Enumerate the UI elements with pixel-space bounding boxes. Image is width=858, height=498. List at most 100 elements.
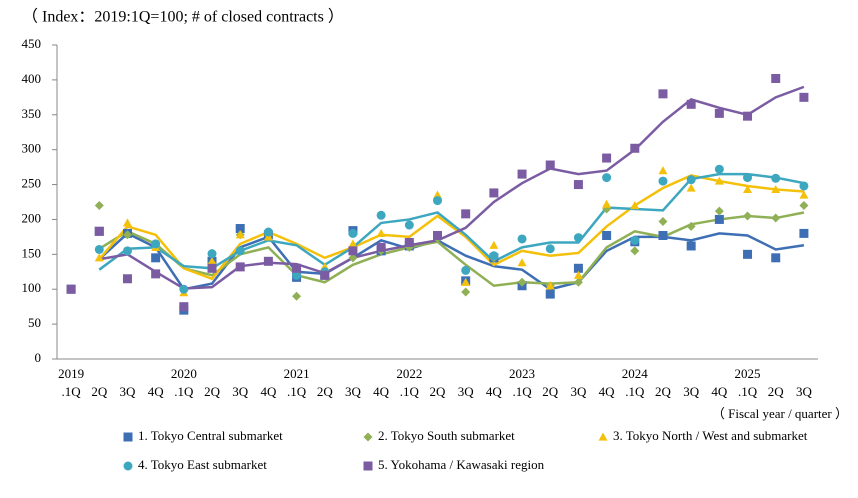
marker	[602, 199, 612, 208]
marker	[461, 265, 471, 275]
y-tick-label: 350	[22, 106, 42, 121]
marker	[461, 287, 471, 297]
marker	[545, 160, 555, 170]
x-tick-label: .1Q	[287, 384, 307, 399]
marker	[517, 258, 527, 267]
marker	[714, 108, 724, 118]
marker	[292, 263, 302, 273]
x-tick-label: 3Q	[232, 384, 249, 399]
y-tick-label: 250	[22, 176, 42, 191]
y-tick-label: 100	[22, 280, 42, 295]
marker	[658, 166, 668, 175]
marker	[66, 284, 76, 294]
legend-label: 5. Yokohama / Kawasaki region	[378, 457, 545, 472]
trend-line	[98, 172, 805, 271]
marker	[207, 263, 217, 273]
marker	[686, 183, 696, 192]
marker	[348, 253, 358, 263]
marker	[320, 270, 330, 280]
marker	[573, 270, 583, 279]
marker	[489, 188, 499, 198]
marker	[573, 277, 583, 287]
marker	[714, 206, 724, 216]
marker	[602, 153, 612, 163]
x-tick-label: 3Q	[570, 384, 587, 399]
x-tick-label: 3Q	[683, 384, 700, 399]
x-tick-label: 2Q	[768, 384, 785, 399]
x-year-label: 2023	[509, 366, 535, 381]
marker	[151, 269, 161, 279]
y-tick-label: 400	[22, 71, 42, 86]
y-tick-label: 450	[22, 36, 42, 51]
marker	[122, 230, 132, 240]
marker	[348, 239, 358, 248]
marker	[714, 214, 724, 224]
x-tick-label: .1Q	[174, 384, 194, 399]
marker	[630, 143, 640, 153]
x-tick-label: 2Q	[204, 384, 221, 399]
marker	[151, 253, 161, 263]
marker	[151, 239, 161, 249]
marker	[263, 227, 273, 237]
marker	[433, 196, 442, 206]
marker	[686, 221, 696, 231]
marker	[771, 173, 781, 183]
x-tick-label: 3Q	[458, 384, 475, 399]
marker	[207, 256, 217, 265]
marker	[122, 246, 132, 256]
x-tick-label: 4Q	[599, 384, 616, 399]
x-year-label: 2024	[622, 366, 649, 381]
x-tick-label: 2Q	[317, 384, 334, 399]
marker	[122, 274, 132, 284]
marker	[658, 217, 668, 227]
x-tick-label: 4Q	[486, 384, 503, 399]
legend-marker	[363, 461, 373, 471]
x-tick-label: .1Q	[512, 384, 532, 399]
x-tick-label: 4Q	[373, 384, 390, 399]
marker	[714, 176, 724, 185]
x-tick-label: 3Q	[120, 384, 137, 399]
x-year-label: 2019	[58, 366, 84, 381]
marker	[714, 164, 724, 174]
legend-marker	[598, 432, 608, 441]
x-tick-label: 4Q	[711, 384, 728, 399]
marker	[743, 249, 753, 259]
legend-label: 1. Tokyo Central submarket	[138, 428, 283, 443]
marker	[94, 244, 104, 254]
marker	[573, 263, 583, 273]
x-tick-label: 2Q	[91, 384, 108, 399]
marker	[517, 277, 527, 287]
y-tick-label: 150	[22, 245, 42, 260]
marker	[235, 262, 245, 272]
marker	[630, 246, 640, 256]
marker	[235, 246, 245, 256]
marker	[630, 235, 640, 245]
marker	[94, 226, 104, 236]
marker	[771, 73, 781, 83]
marker	[94, 253, 104, 262]
trend-line	[98, 174, 804, 281]
trend-line	[99, 85, 805, 290]
marker	[348, 246, 358, 256]
marker	[517, 234, 527, 244]
x-tick-label: .1Q	[400, 384, 420, 399]
marker	[235, 230, 245, 239]
x-tick-label: 4Q	[148, 384, 165, 399]
legend-marker	[363, 432, 373, 442]
legend-label: 4. Tokyo East submarket	[138, 457, 267, 472]
marker	[404, 220, 414, 230]
marker	[743, 184, 753, 194]
marker	[376, 242, 386, 252]
x-year-label: 2021	[284, 366, 310, 381]
y-tick-label: 50	[28, 315, 41, 330]
marker	[517, 169, 527, 179]
x-tick-label: 2Q	[430, 384, 447, 399]
legend-marker	[123, 432, 133, 442]
marker	[799, 190, 809, 199]
marker	[348, 228, 358, 238]
x-axis-note: （ Fiscal year / quarter ）	[712, 406, 848, 421]
marker	[489, 251, 499, 261]
x-tick-label: 3Q	[345, 384, 362, 399]
y-tick-label: 0	[35, 350, 42, 365]
